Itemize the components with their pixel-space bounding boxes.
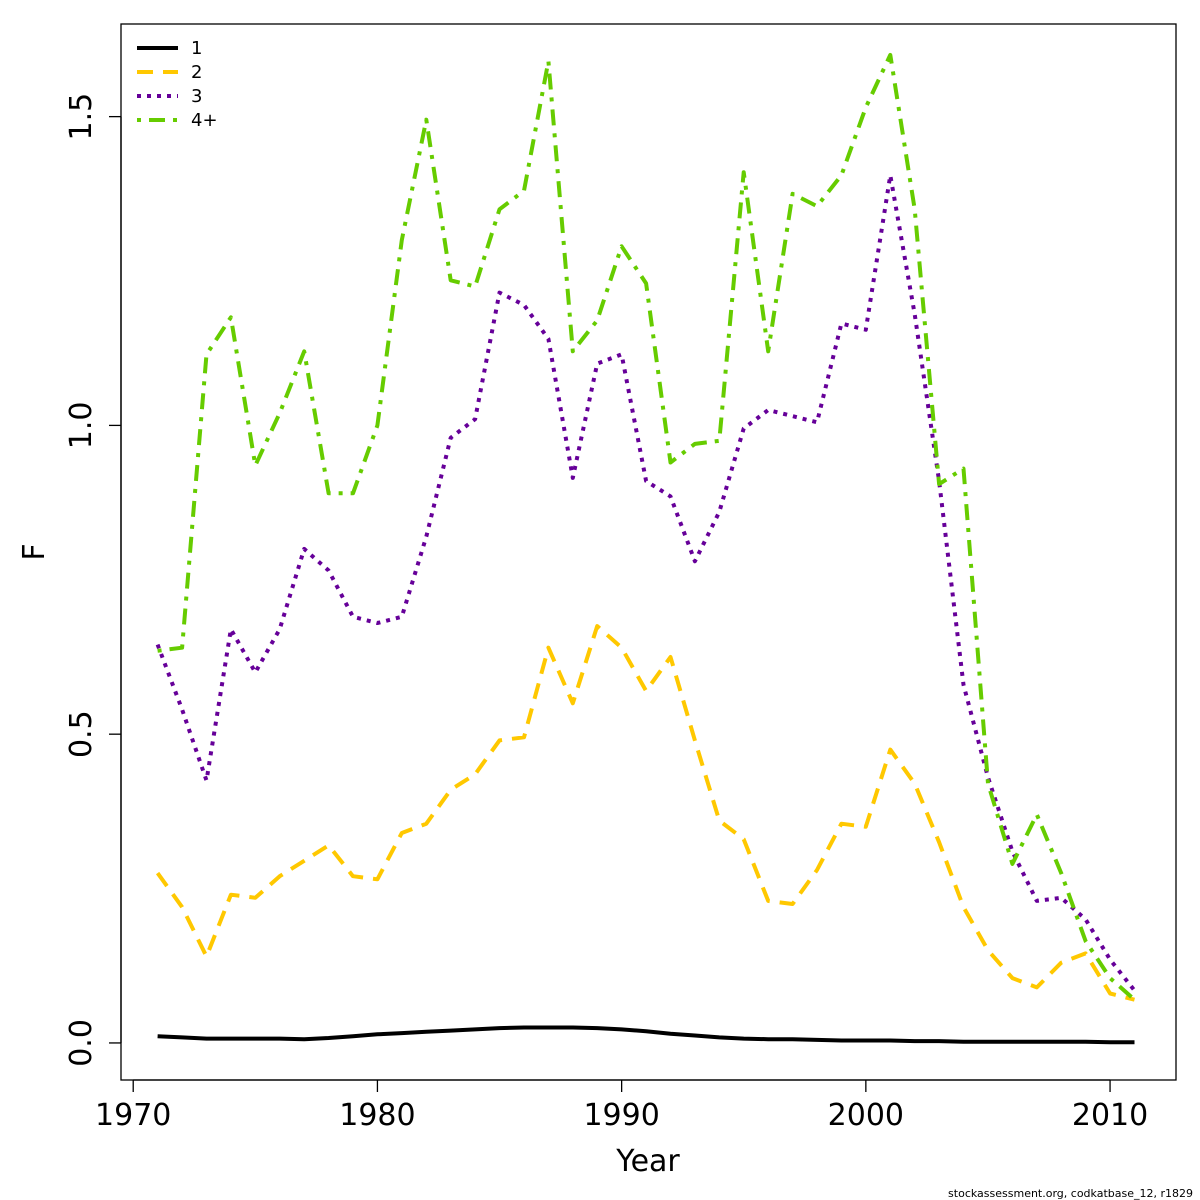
footer-credit: stockassessment.org, codkatbase_12, r182… — [948, 1187, 1193, 1200]
y-axis-label: F — [17, 543, 52, 560]
legend-label: 4+ — [191, 110, 218, 131]
series-line-3 — [155, 173, 1137, 992]
series-line-4 — [157, 52, 1136, 1002]
legend-label: 1 — [191, 38, 202, 59]
series-line-1 — [157, 1025, 1135, 1045]
y-tick-label: 1.0 — [64, 402, 99, 450]
x-axis: 1970 1980 1990 2000 2010 — [95, 1079, 1148, 1133]
x-tick-label: 2000 — [828, 1098, 904, 1133]
legend-label: 3 — [191, 86, 202, 107]
x-tick-label: 1990 — [583, 1098, 659, 1133]
legend-label: 2 — [191, 62, 202, 83]
series-line-2 — [155, 624, 1135, 1002]
plot-frame — [120, 23, 1177, 1081]
x-axis-label: Year — [615, 1144, 680, 1179]
y-tick-label: 0.0 — [64, 1019, 99, 1067]
legend: 1 2 3 4+ — [137, 38, 218, 131]
y-axis: 0.0 0.5 1.0 1.5 — [64, 93, 122, 1067]
x-tick-label: 1970 — [95, 1098, 171, 1133]
x-tick-label: 1980 — [339, 1098, 415, 1133]
y-tick-label: 0.5 — [64, 710, 99, 758]
y-tick-label: 1.5 — [64, 93, 99, 141]
x-tick-label: 2010 — [1072, 1098, 1148, 1133]
series-layer — [155, 52, 1137, 1045]
